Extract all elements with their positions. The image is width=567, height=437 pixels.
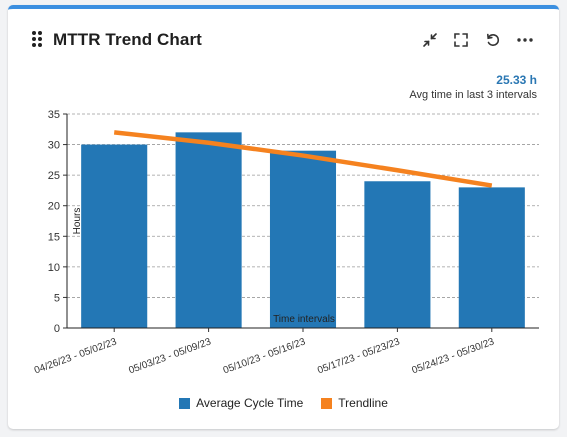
x-tick-label: 05/24/23 - 05/30/23: [411, 336, 497, 376]
legend-label-cycle-time: Average Cycle Time: [196, 396, 304, 410]
x-tick-label: 04/26/23 - 05/02/23: [33, 336, 119, 376]
y-tick-label: 30: [48, 140, 60, 152]
legend-swatch-cycle-time: [179, 397, 191, 409]
y-axis-title: Hours: [72, 208, 83, 235]
legend-swatch-trendline: [321, 397, 333, 409]
x-axis-title: Time intervals: [273, 314, 335, 325]
more-dots-icon[interactable]: [514, 29, 536, 51]
bar-3: [269, 150, 337, 328]
y-tick-label: 10: [48, 262, 60, 274]
card-header: MTTR Trend Chart: [8, 9, 559, 55]
bar-2: [175, 132, 242, 328]
mttr-trend-card: MTTR Trend Chart 25.33 h Avg tim: [8, 5, 559, 429]
y-tick-label: 25: [48, 170, 60, 182]
summary-value: 25.33 h: [496, 73, 537, 87]
collapse-arrows-icon[interactable]: [419, 29, 441, 51]
y-tick-label: 35: [48, 109, 60, 121]
trendline: [113, 130, 493, 188]
x-tick-label: 05/17/23 - 05/23/23: [316, 336, 402, 376]
legend-item-trendline[interactable]: Trendline: [321, 396, 388, 410]
fullscreen-icon[interactable]: [450, 29, 472, 51]
chart-title: MTTR Trend Chart: [53, 30, 202, 49]
summary-label: Avg time in last 3 intervals: [409, 89, 537, 101]
bar-1: [81, 144, 148, 328]
bar-4: [364, 181, 431, 328]
y-tick-label: 5: [54, 292, 60, 304]
y-tick-label: 0: [54, 323, 60, 335]
y-tick-label: 15: [48, 231, 60, 243]
x-tick-label: 05/10/23 - 05/16/23: [222, 336, 308, 376]
mttr-bar-chart: 0 5 10 15 20 25 30 35 04/26/23 - 05/02/23 05/03/2…: [33, 109, 539, 376]
drag-handle-icon[interactable]: [32, 31, 44, 47]
refresh-icon[interactable]: [482, 29, 504, 51]
bar-5: [458, 187, 525, 328]
legend-item-cycle-time[interactable]: Average Cycle Time: [179, 396, 303, 410]
legend-label-trendline: Trendline: [338, 396, 388, 410]
y-tick-label: 20: [48, 201, 60, 213]
chart-legend: Average Cycle Time Trendline: [8, 396, 559, 410]
x-tick-label: 05/03/23 - 05/09/23: [127, 336, 213, 376]
